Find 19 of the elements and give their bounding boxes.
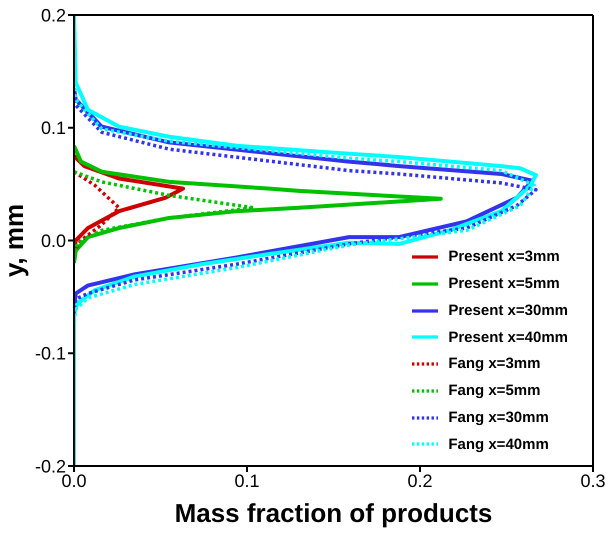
legend-label: Fang x=40mm [448,436,549,452]
legend-label: Present x=30mm [448,302,568,319]
x-axis-title: Mass fraction of products [174,498,492,528]
legend-label: Fang x=3mm [448,355,540,372]
legend-label: Fang x=30mm [448,408,549,426]
x-tick-label: 0.3 [580,470,606,491]
legend-label: Present x=5mm [448,275,560,292]
y-tick-label: 0.1 [40,118,66,138]
y-tick-label: 0.2 [40,5,66,26]
legend-label: Present x=40mm [448,328,568,346]
x-tick-label: 0.2 [407,470,433,491]
x-tick-label: 0.0 [61,470,87,491]
y-tick-label: -0.1 [34,344,66,364]
y-axis-title: y, mm [0,204,30,278]
y-tick-label: 0.0 [40,230,66,251]
legend-label: Fang x=5mm [448,382,540,400]
legend-label: Present x=3mm [448,248,560,266]
line-series [74,144,443,266]
x-tick-label: 0.1 [234,470,260,491]
